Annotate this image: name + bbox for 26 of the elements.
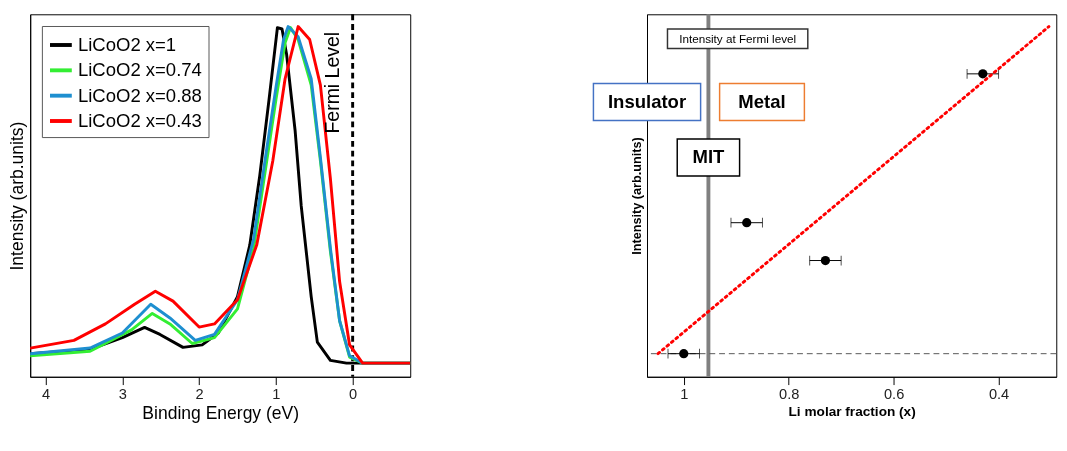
point xyxy=(978,69,988,79)
x-tick-label: 0.6 xyxy=(883,385,905,402)
x-tick-label: 0.4 xyxy=(988,385,1010,402)
annotation: Metal xyxy=(738,90,786,112)
y-axis-title: Intensity (arb.units) xyxy=(629,137,644,255)
x-tick-label: 4 xyxy=(41,385,51,402)
point xyxy=(742,218,752,228)
x-tick-label: 3 xyxy=(118,385,127,402)
x-tick-label: 0 xyxy=(349,385,358,402)
point xyxy=(820,255,831,266)
ref-line-label: MIT xyxy=(692,146,726,168)
ref-line-label: Fermi Level xyxy=(321,31,344,134)
legend-label: LiCoO2 x=0.88 xyxy=(77,84,202,106)
annotation: Insulator xyxy=(607,90,687,112)
annotation: Intensity at Fermi level xyxy=(679,31,797,45)
point xyxy=(679,349,689,359)
x-tick-label: 1 xyxy=(272,385,281,402)
legend-label: LiCoO2 x=0.43 xyxy=(77,109,202,131)
legend-label: LiCoO2 x=1 xyxy=(77,33,177,55)
x-axis-title: Binding Energy (eV) xyxy=(142,403,300,424)
x-axis-title: Li molar fraction (x) xyxy=(788,404,916,420)
x-tick-label: 2 xyxy=(195,385,204,402)
legend-label: LiCoO2 x=0.74 xyxy=(77,59,202,81)
y-axis-title: Intensity (arb.units) xyxy=(6,121,27,271)
x-tick-label: 1 xyxy=(680,385,689,402)
x-tick-label: 0.8 xyxy=(779,385,800,402)
